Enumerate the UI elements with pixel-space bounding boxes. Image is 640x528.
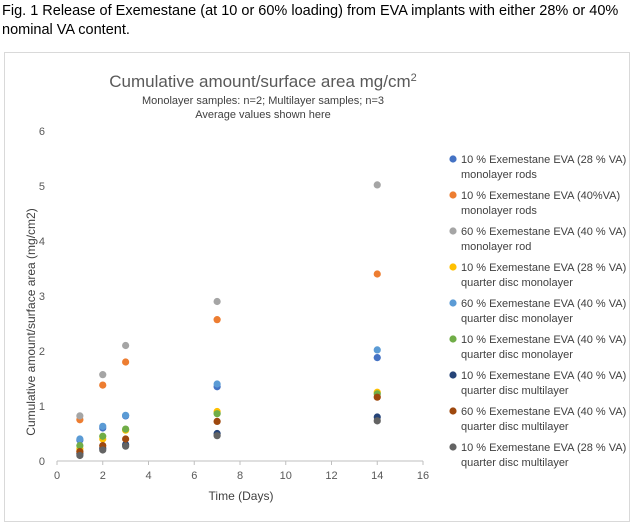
data-point [76,412,84,420]
y-tick-label: 1 [39,401,45,413]
data-point [99,446,107,454]
y-tick-label: 4 [39,236,45,248]
x-tick-label: 16 [417,470,429,482]
data-point [213,297,221,306]
data-point [213,417,221,425]
chart-area: Cumulative amount/surface area mg/cm2 Mo… [4,52,630,522]
data-point [122,341,130,350]
y-tick-label: 3 [39,291,45,303]
data-point [373,354,381,362]
data-point [122,442,130,450]
data-point [76,451,84,460]
y-tick-label: 6 [39,126,45,138]
legend-label: 10 % Exemestane EVA (28 % VA) [461,442,626,454]
data-point [213,316,221,324]
data-point [99,422,107,430]
legend: 10 % Exemestane EVA (28 % VA) monolayer r… [449,154,626,469]
data-point [213,410,221,418]
legend-label: quarter disc multilayer [461,421,569,433]
legend-label: monolayer rods [461,169,537,181]
data-point [373,417,381,425]
legend-label: monolayer rods [461,205,537,217]
legend-label: 60 % Exemestane EVA (40 % VA) [461,298,626,310]
legend-label: quarter disc monolayer [461,277,573,289]
data-points [76,181,381,460]
legend-label: quarter disc monolayer [461,313,573,325]
chart-subtitle-line-2: Average values shown here [195,109,331,121]
legend-marker [449,299,457,307]
data-point [122,411,130,419]
data-point [213,432,221,440]
data-point [373,270,381,278]
legend-label: quarter disc monolayer [461,349,573,361]
legend-label: 60 % Exemestane EVA (40 % VA) [461,406,626,418]
data-point [373,346,381,354]
x-tick-label: 0 [54,470,60,482]
data-point [99,371,107,379]
legend-marker [449,155,457,163]
x-tick-label: 8 [237,470,243,482]
legend-label: 10 % Exemestane EVA (28 % VA) [461,262,626,274]
legend-marker [449,407,457,415]
chart-title: Cumulative amount/surface area mg/cm2 [109,72,417,91]
legend-marker [449,335,457,343]
x-tick-label: 6 [191,470,197,482]
y-axis-label: Cumulative amount/surface area (mg/cm2) [24,208,38,435]
x-axis-label: Time (Days) [209,489,274,503]
x-tick-label: 14 [371,470,383,482]
legend-label: 60 % Exemestane EVA (40 % VA) [461,226,626,238]
chart-subtitle-line-1: Monolayer samples: n=2; Multilayer sampl… [142,95,384,107]
data-point [122,358,130,366]
data-point [122,435,130,443]
legend-label: 10 % Exemestane EVA (28 % VA) [461,154,626,166]
data-point [99,432,107,440]
legend-marker [449,191,457,199]
x-tick-label: 4 [145,470,151,482]
legend-label: quarter disc multilayer [461,385,569,397]
y-tick-label: 2 [39,346,45,358]
data-point [99,381,107,389]
data-point [76,435,84,443]
legend-marker [449,263,457,271]
legend-marker [449,443,457,451]
legend-label: 10 % Exemestane EVA (40 % VA) [461,370,626,382]
scatter-chart: Cumulative amount/surface area mg/cm2 Mo… [24,72,626,503]
legend-marker [449,227,457,235]
figure-caption: Fig. 1 Release of Exemestane (at 10 or 6… [2,3,619,38]
data-point [76,442,84,450]
legend-label: quarter disc multilayer [461,457,569,469]
data-point [373,393,381,401]
x-tick-label: 12 [325,470,337,482]
y-tick-label: 0 [39,456,45,468]
x-tick-label: 2 [100,470,106,482]
legend-marker [449,371,457,379]
y-tick-label: 5 [39,181,45,193]
data-point [213,380,221,388]
data-point [122,425,130,433]
x-tick-label: 10 [280,470,292,482]
data-point [373,181,381,189]
legend-label: monolayer rod [461,241,531,253]
legend-label: 10 % Exemestane EVA (40 % VA) [461,334,626,346]
legend-label: 10 % Exemestane EVA (40%VA) [461,190,620,202]
